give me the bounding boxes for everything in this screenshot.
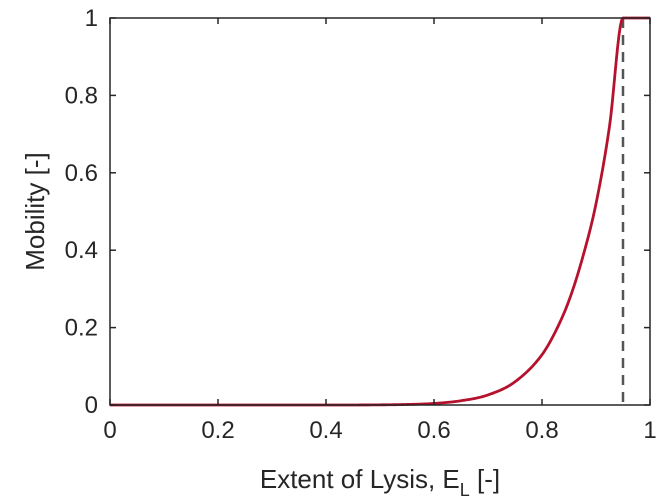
x-tick-label: 0 bbox=[103, 417, 116, 444]
y-tick-label: 0.4 bbox=[65, 237, 98, 264]
x-tick-label: 0.4 bbox=[309, 417, 342, 444]
y-tick-label: 1 bbox=[85, 5, 98, 32]
x-axis-label: Extent of Lysis, EL [-] bbox=[260, 464, 500, 500]
axes-box bbox=[109, 17, 651, 406]
y-tick-label: 0 bbox=[85, 392, 98, 419]
axis-ticks: 0 0.2 0.4 0.6 0.8 1 0 0.2 0.4 0.6 0.8 1 bbox=[65, 5, 657, 444]
x-tick-label: 1 bbox=[643, 417, 656, 444]
y-tick-label: 0.6 bbox=[65, 160, 98, 187]
plot-marks bbox=[109, 16, 651, 407]
x-tick-label: 0.2 bbox=[201, 417, 234, 444]
x-tick-label: 0.6 bbox=[417, 417, 450, 444]
y-tick-label: 0.8 bbox=[65, 82, 98, 109]
y-axis-label: Mobility [-] bbox=[20, 152, 50, 270]
y-tick-label: 0.2 bbox=[65, 315, 98, 342]
series-line bbox=[109, 16, 651, 407]
x-tick-label: 0.8 bbox=[525, 417, 558, 444]
